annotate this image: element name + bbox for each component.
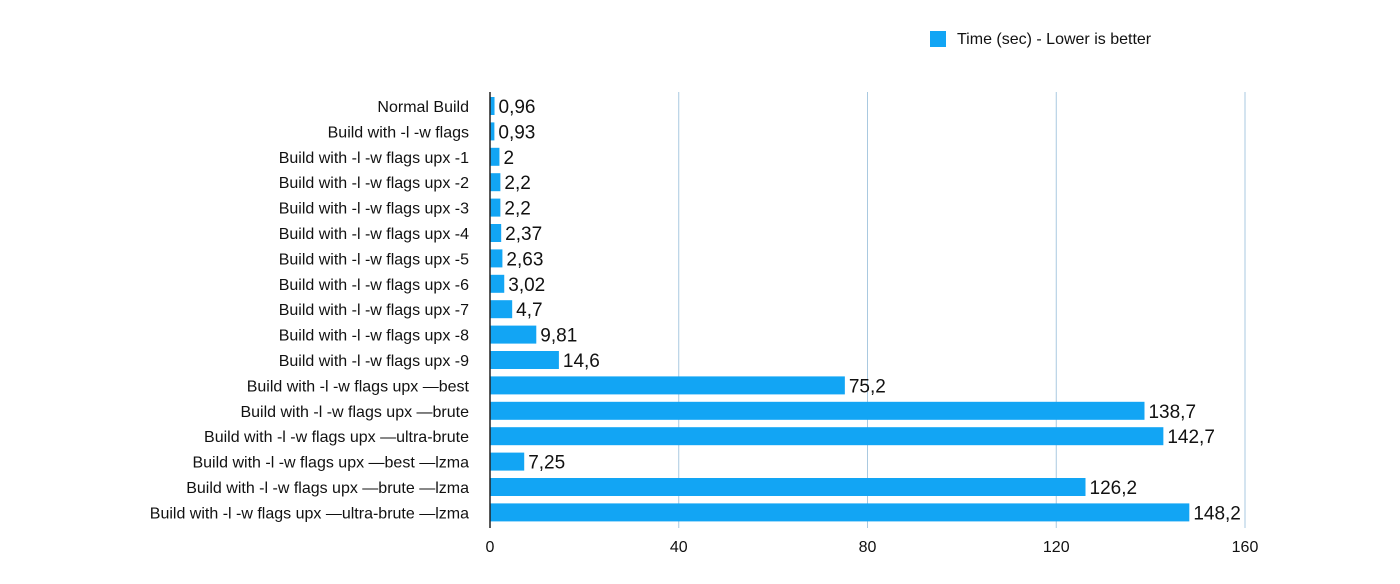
category-label: Build with -l -w flags upx -5: [279, 251, 469, 268]
category-label: Normal Build: [377, 99, 469, 116]
category-label: Build with -l -w flags upx -4: [279, 226, 469, 243]
value-label: 138,7: [1148, 402, 1196, 423]
value-label: 148,2: [1193, 503, 1241, 524]
value-labels: 0,96 0,93 2 2,2 2,2 2,37 2,63 3,02 4,7 9,81 14,6 75…: [498, 97, 1240, 524]
bar: [490, 452, 525, 471]
category-label: Build with -l -w flags upx —brute —lzma: [186, 480, 469, 497]
bar: [490, 274, 505, 293]
category-label: Build with -l -w flags upx -2: [279, 175, 469, 192]
legend: Time (sec) - Lower is better: [930, 31, 1152, 48]
category-label: Build with -l -w flags upx —ultra-brute: [204, 429, 469, 446]
value-label: 0,96: [499, 97, 536, 118]
value-label: 0,93: [498, 122, 535, 143]
category-label: Build with -l -w flags upx -1: [279, 150, 469, 167]
category-label: Build with -l -w flags upx -9: [279, 353, 469, 370]
category-label: Build with -l -w flags upx —best —lzma: [192, 455, 469, 472]
x-tick-label: 160: [1232, 539, 1259, 556]
bar: [490, 427, 1164, 446]
x-tick-label: 0: [486, 539, 495, 556]
category-label: Build with -l -w flags upx —brute: [240, 404, 469, 421]
category-label: Build with -l -w flags upx —ultra-brute …: [150, 505, 469, 522]
value-label: 2,2: [504, 173, 530, 194]
value-label: 3,02: [508, 275, 545, 296]
legend-swatch: [930, 31, 946, 47]
x-tick-labels: 0 40 80 120 160: [486, 539, 1259, 556]
bar: [490, 122, 495, 141]
x-tick-label: 80: [859, 539, 877, 556]
grid-lines: [678, 92, 1246, 528]
value-label: 9,81: [540, 326, 577, 347]
category-label: Build with -l -w flags upx -6: [279, 277, 469, 294]
value-label: 7,25: [528, 453, 565, 474]
category-label: Build with -l -w flags upx —best: [247, 378, 470, 395]
value-label: 2: [503, 148, 514, 169]
value-label: 142,7: [1167, 427, 1215, 448]
x-tick-label: 120: [1043, 539, 1070, 556]
value-label: 126,2: [1090, 478, 1138, 499]
bar: [490, 376, 845, 395]
value-label: 4,7: [516, 300, 542, 321]
bar: [490, 351, 559, 369]
category-label: Build with -l -w flags: [328, 124, 469, 141]
value-label: 2,37: [505, 224, 542, 245]
bar: [490, 147, 500, 166]
category-label: Build with -l -w flags upx -8: [279, 328, 469, 345]
bar: [490, 198, 501, 217]
category-label: Build with -l -w flags upx -3: [279, 201, 469, 218]
bar: [490, 173, 501, 192]
bar: [490, 249, 503, 268]
legend-label: Time (sec) - Lower is better: [957, 31, 1152, 48]
value-label: 14,6: [563, 351, 600, 372]
bar: [490, 401, 1145, 420]
value-label: 75,2: [849, 376, 886, 397]
bar: [490, 224, 502, 242]
bars: [490, 97, 1190, 522]
value-label: 2,2: [504, 199, 530, 220]
bar: [490, 478, 1086, 496]
category-label: Build with -l -w flags upx -7: [279, 302, 469, 319]
bar: [490, 300, 513, 319]
bar: [490, 97, 495, 115]
x-tick-label: 40: [670, 539, 688, 556]
category-labels: Normal Build Build with -l -w flags Build …: [150, 99, 470, 522]
bar: [490, 503, 1190, 522]
value-label: 2,63: [506, 249, 543, 270]
bar: [490, 325, 537, 344]
